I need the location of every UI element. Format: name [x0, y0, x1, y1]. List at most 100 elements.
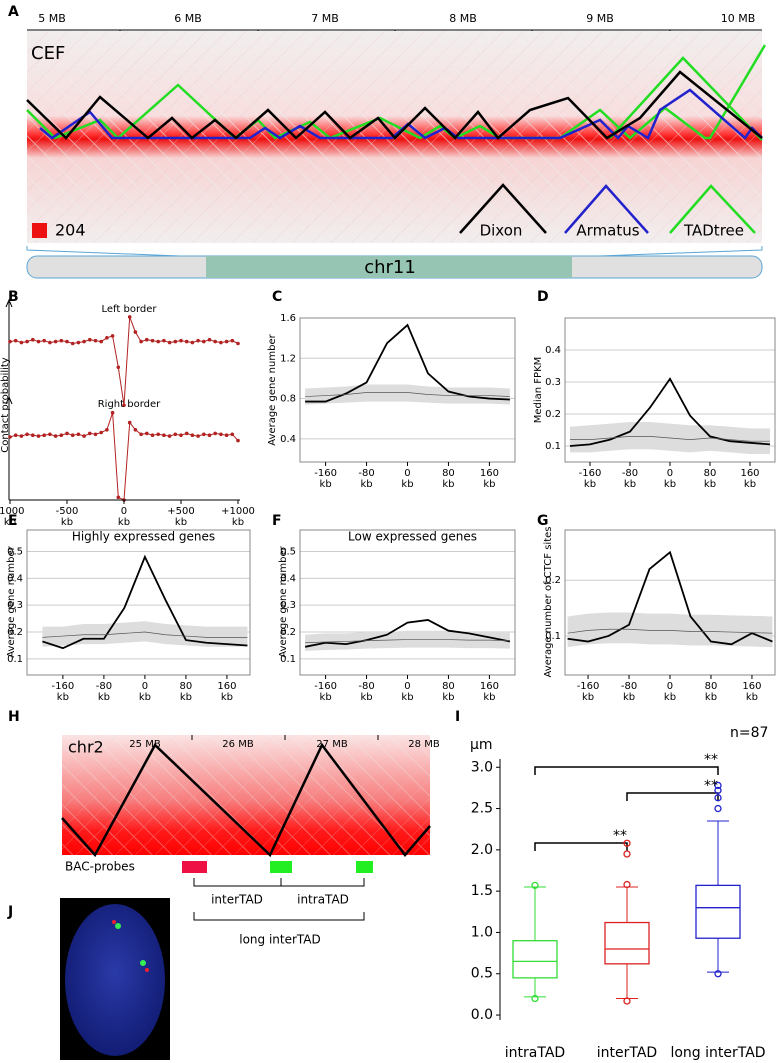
y-tick-label: 0.4	[280, 434, 296, 445]
x-tick-label: 80 kb	[179, 681, 193, 703]
line	[567, 550, 773, 646]
tad-border-tadtree	[26, 44, 767, 140]
point	[196, 434, 200, 438]
x-tick-label: 5 MB	[38, 12, 66, 25]
point	[196, 338, 200, 343]
outlier	[623, 839, 631, 847]
point	[213, 339, 217, 344]
point	[53, 339, 58, 344]
x-tick-label: 160 kb	[217, 681, 237, 703]
legend-label: Armatus	[576, 222, 639, 240]
x-tick-label: -80 kb	[358, 468, 375, 490]
y-tick-label: 0.3	[545, 377, 561, 388]
point	[8, 435, 12, 439]
y-tick-label: 1.6	[280, 313, 296, 324]
x-tick-label: long interTAD	[670, 1045, 765, 1061]
point	[202, 339, 206, 344]
x-tick-label: -80 kb	[95, 681, 113, 703]
point	[145, 431, 149, 436]
point	[31, 433, 35, 438]
point	[42, 338, 46, 343]
point	[36, 434, 41, 438]
confidence-band	[567, 612, 773, 648]
x-tick-label: -80 kb	[621, 468, 639, 490]
y-tick-label: 0.4	[545, 345, 561, 356]
y-tick-label: 0.5	[7, 546, 23, 557]
x-tick-label: -160 kb	[576, 681, 600, 703]
point	[88, 431, 92, 436]
line	[9, 412, 239, 501]
point	[173, 432, 178, 437]
x-tick-label: 7 MB	[311, 12, 339, 25]
y-tick-label: 0.1	[280, 654, 296, 665]
y-tick-label: 1.5	[471, 883, 493, 899]
tick-marks	[191, 735, 379, 740]
point	[31, 337, 35, 342]
scale-swatch	[32, 223, 47, 238]
point	[133, 330, 138, 334]
plot-area	[27, 530, 250, 675]
point	[93, 338, 98, 343]
point	[19, 340, 24, 345]
x-tick-label: 160 kb	[479, 468, 499, 490]
annotation: **	[704, 778, 718, 794]
line	[570, 436, 770, 442]
probes-label: BAC-probes	[65, 860, 135, 874]
point	[8, 339, 12, 344]
point	[76, 432, 81, 437]
point	[202, 432, 206, 437]
y-tick-label: 0.2	[280, 627, 296, 638]
confidence-band	[305, 630, 510, 651]
y-tick-label: 0.3	[280, 600, 296, 611]
x-tick-label: 0 kb	[117, 506, 131, 528]
point	[213, 431, 217, 436]
y-tick-label: 0.5	[471, 966, 493, 982]
y-tick-label: 0.0	[471, 1007, 493, 1023]
point	[105, 336, 109, 340]
point	[184, 339, 189, 344]
x-tick-label: -80 kb	[620, 681, 638, 703]
y-tick-label: 0.2	[7, 627, 23, 638]
line	[42, 631, 248, 638]
panel-label: F	[272, 513, 282, 529]
point	[82, 339, 86, 344]
chromosome-region	[206, 256, 572, 278]
point	[236, 438, 240, 443]
point	[19, 434, 24, 438]
y-tick-label: 0.2	[545, 575, 561, 586]
point	[25, 339, 29, 344]
x-tick-label: 160 kb	[479, 681, 499, 703]
y-tick-label: 0.2	[545, 409, 561, 420]
line	[305, 392, 510, 397]
point	[36, 339, 41, 344]
confidence-band	[42, 621, 248, 647]
point	[224, 339, 229, 344]
x-tick-label: -160 kb	[314, 681, 337, 703]
y-axis-label: Contact probability	[0, 357, 11, 453]
annotation: **	[613, 828, 627, 844]
probe-signal	[115, 923, 121, 929]
point	[236, 341, 240, 346]
x-tick-label: 0 kb	[663, 681, 677, 703]
x-tick-label: +500 kb	[167, 506, 195, 528]
outlier	[714, 804, 722, 813]
line	[42, 554, 248, 650]
chromosome-label: chr2	[68, 738, 104, 757]
outlier	[531, 881, 539, 890]
x-tick-label: intraTAD	[505, 1045, 565, 1061]
line	[305, 323, 510, 403]
bracket-label: intraTAD	[297, 893, 349, 907]
outlier	[531, 994, 539, 1003]
plot-frame	[26, 529, 251, 676]
y-tick-label: 0.3	[7, 600, 23, 611]
point	[110, 334, 115, 338]
y-tick-label: 2.0	[471, 842, 493, 858]
point	[150, 338, 155, 343]
x-tick-label: 80 kb	[703, 468, 717, 490]
legend-swatch	[459, 183, 547, 234]
y-tick-label: 0.8	[280, 394, 296, 405]
outlier	[714, 786, 722, 795]
confidence-band	[305, 384, 510, 405]
chromosome-label: chr11	[364, 257, 416, 278]
